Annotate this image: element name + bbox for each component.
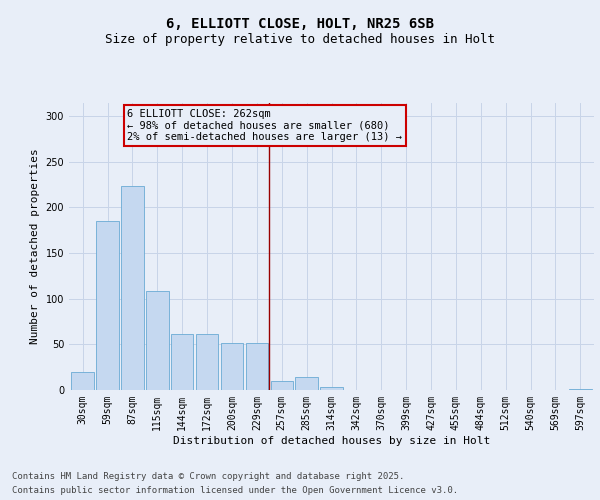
Bar: [569, 389, 592, 390]
Text: Contains HM Land Registry data © Crown copyright and database right 2025.: Contains HM Land Registry data © Crown c…: [12, 472, 404, 481]
Bar: [71, 372, 94, 390]
Bar: [320, 388, 343, 390]
Y-axis label: Number of detached properties: Number of detached properties: [30, 148, 40, 344]
Bar: [121, 186, 143, 390]
Text: Contains public sector information licensed under the Open Government Licence v3: Contains public sector information licen…: [12, 486, 458, 495]
Bar: [196, 334, 218, 390]
Bar: [97, 221, 119, 390]
Text: 6 ELLIOTT CLOSE: 262sqm
← 98% of detached houses are smaller (680)
2% of semi-de: 6 ELLIOTT CLOSE: 262sqm ← 98% of detache…: [127, 109, 403, 142]
Bar: [295, 377, 318, 390]
Bar: [171, 334, 193, 390]
Bar: [146, 290, 169, 390]
Text: 6, ELLIOTT CLOSE, HOLT, NR25 6SB: 6, ELLIOTT CLOSE, HOLT, NR25 6SB: [166, 18, 434, 32]
Bar: [221, 344, 243, 390]
Bar: [271, 381, 293, 390]
X-axis label: Distribution of detached houses by size in Holt: Distribution of detached houses by size …: [173, 436, 490, 446]
Bar: [245, 344, 268, 390]
Text: Size of property relative to detached houses in Holt: Size of property relative to detached ho…: [105, 32, 495, 46]
